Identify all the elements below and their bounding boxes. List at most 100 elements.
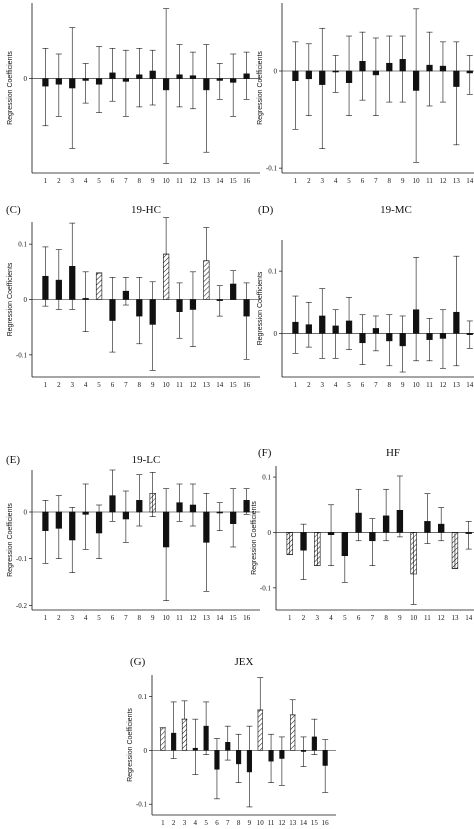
x-tick-label: 9: [151, 614, 155, 622]
x-tick-label: 16: [243, 381, 251, 389]
x-tick-label: 12: [439, 177, 447, 185]
panel-2: Regression Coefficients 0-0.11 2 3 4 5 6 7 8 9 10 1…: [257, 3, 474, 185]
x-tick-label: 5: [97, 381, 101, 389]
x-tick-label: 16: [243, 177, 251, 185]
x-tick-label: 1: [44, 614, 48, 622]
panel-letter: (D): [258, 204, 274, 216]
x-tick-label: 13: [453, 381, 461, 389]
x-tick-label: 13: [203, 614, 211, 622]
bar: [160, 727, 166, 751]
x-tick-label: 1: [161, 819, 165, 827]
y-axis-label: Regression Coefficients: [257, 51, 264, 125]
x-tick-label: 15: [230, 381, 238, 389]
x-tick-label: 9: [248, 819, 252, 827]
x-tick-label: 6: [215, 819, 219, 827]
x-tick-label: 5: [343, 614, 347, 622]
x-tick-label: 13: [289, 819, 297, 827]
x-tick-label: 12: [438, 614, 446, 622]
panel-title: 19-MC: [380, 204, 412, 216]
x-tick-label: 7: [124, 177, 128, 185]
x-tick-label: 12: [189, 381, 197, 389]
x-tick-label: 5: [347, 381, 351, 389]
panel-letter: (F): [258, 447, 272, 459]
x-tick-label: 2: [172, 819, 176, 827]
x-tick-label: 12: [189, 177, 197, 185]
x-tick-label: 8: [138, 381, 142, 389]
x-tick-label: 3: [316, 614, 320, 622]
x-tick-label: 2: [57, 177, 61, 185]
x-tick-label: 11: [426, 177, 433, 185]
bar: [181, 718, 188, 751]
panel-letter: (C): [6, 204, 21, 216]
x-tick-label: 15: [230, 614, 238, 622]
y-axis-label: Regression Coefficients: [7, 51, 14, 125]
y-tick-label: -0.1: [16, 555, 28, 563]
y-tick-label: 0.1: [18, 241, 27, 249]
y-axis-label: Regression Coefficients: [127, 708, 134, 782]
x-tick-label: 12: [278, 819, 286, 827]
x-tick-label: 14: [466, 381, 474, 389]
x-tick-label: 3: [70, 381, 74, 389]
x-tick-label: 11: [176, 614, 183, 622]
panel-title: 19-LC: [132, 454, 161, 466]
x-tick-label: 14: [216, 614, 224, 622]
x-tick-label: 10: [413, 177, 421, 185]
x-tick-label: 15: [230, 177, 238, 185]
x-tick-label: 2: [57, 381, 61, 389]
x-tick-label: 1: [294, 177, 298, 185]
y-tick-label: -0.1: [136, 801, 148, 809]
bar: [95, 272, 103, 300]
y-tick-label: -0.1: [260, 584, 272, 592]
x-tick-label: 14: [466, 177, 474, 185]
x-tick-label: 9: [151, 381, 155, 389]
x-tick-label: 4: [84, 614, 88, 622]
x-tick-label: 14: [465, 614, 473, 622]
x-tick-label: 6: [361, 177, 365, 185]
x-tick-label: 15: [311, 819, 319, 827]
x-tick-label: 13: [203, 381, 211, 389]
x-tick-label: 4: [329, 614, 333, 622]
x-tick-label: 11: [426, 381, 433, 389]
panel-title: 19-HC: [131, 204, 161, 216]
x-tick-label: 8: [384, 614, 388, 622]
panel-title: JEX: [235, 656, 254, 668]
x-tick-label: 7: [374, 177, 378, 185]
x-tick-label: 4: [194, 819, 198, 827]
x-tick-label: 3: [70, 177, 74, 185]
y-tick-label: 0: [24, 509, 28, 517]
y-tick-label: 0.1: [262, 474, 271, 482]
x-tick-label: 2: [307, 177, 311, 185]
x-tick-label: 14: [216, 381, 224, 389]
x-tick-label: 10: [163, 614, 171, 622]
y-axis-label: Regression Coefficients: [7, 503, 14, 577]
x-tick-label: 3: [320, 177, 324, 185]
x-tick-label: 5: [97, 614, 101, 622]
x-tick-label: 16: [243, 614, 251, 622]
y-tick-label: 0: [24, 296, 28, 304]
x-tick-label: 10: [163, 177, 171, 185]
x-tick-label: 1: [44, 381, 48, 389]
y-tick-label: 0: [268, 529, 272, 537]
x-tick-label: 9: [401, 177, 405, 185]
x-tick-label: 3: [320, 381, 324, 389]
x-tick-label: 8: [388, 177, 392, 185]
x-tick-label: 9: [151, 177, 155, 185]
x-tick-label: 7: [124, 614, 128, 622]
y-tick-label: 0: [24, 75, 28, 83]
x-tick-label: 1: [288, 614, 292, 622]
y-tick-label: 0.1: [138, 693, 147, 701]
y-axis-label: Regression Coefficients: [7, 262, 14, 336]
panel-1: Regression Coefficients 01 2 3 4 5 6 7 8 9 10 11 12 1…: [7, 3, 260, 185]
x-tick-label: 5: [204, 819, 208, 827]
bar: [257, 709, 263, 751]
x-tick-label: 12: [439, 381, 447, 389]
y-axis-label: Regression Coefficients: [251, 501, 258, 575]
y-tick-label: -0.2: [16, 602, 28, 610]
y-tick-label: 0.1: [268, 268, 277, 276]
y-tick-label: 0: [274, 68, 278, 76]
panel-letter: (G): [130, 656, 146, 668]
bar: [203, 260, 210, 300]
y-tick-label: 0: [274, 330, 278, 338]
x-tick-label: 7: [374, 381, 378, 389]
